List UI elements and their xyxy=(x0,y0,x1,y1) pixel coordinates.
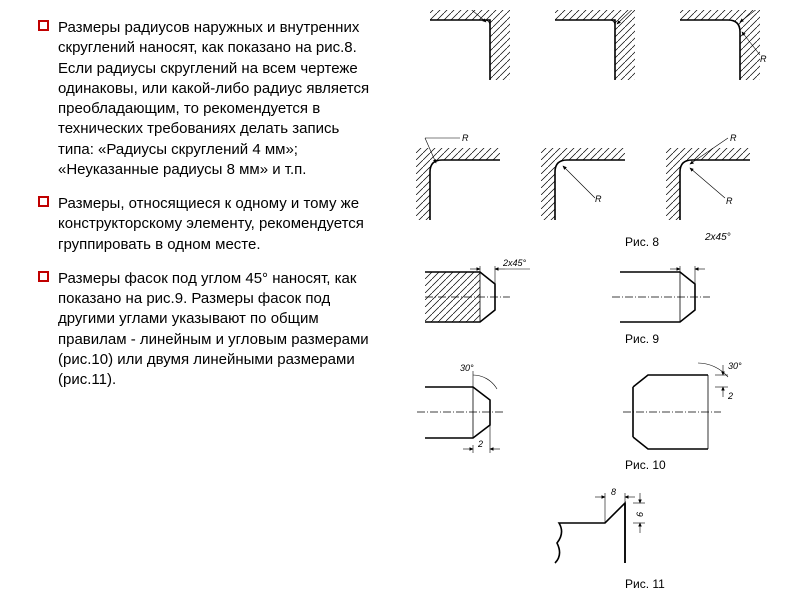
fig11-svg: 8 6 xyxy=(525,475,725,585)
chamfer-label-r: 2х45° xyxy=(705,232,731,243)
R-label: R xyxy=(462,133,469,143)
fig8-svg: R R R R R xyxy=(395,10,785,260)
R-label: R xyxy=(760,54,767,64)
paragraph-3: Размеры фасок под углом 45° наносят, как… xyxy=(38,269,378,391)
chamfer-l: 2х45° xyxy=(502,258,527,268)
R-label: R xyxy=(730,133,737,143)
paragraph-1: Размеры радиусов наружных и внутренних с… xyxy=(38,18,378,180)
d2-l: 2 xyxy=(477,439,483,449)
fig11-label: Рис. 11 xyxy=(625,577,665,591)
bullet-icon xyxy=(38,20,49,31)
paragraph-2: Размеры, относящиеся к одному и тому же … xyxy=(38,194,378,255)
bullet-icon xyxy=(38,196,49,207)
ang30-r: 30° xyxy=(728,361,742,371)
fig9-svg: 2х45° xyxy=(395,252,785,342)
ang30-l: 30° xyxy=(460,363,474,373)
R-label: R xyxy=(595,194,602,204)
fig8-label: Рис. 8 xyxy=(625,235,659,249)
diagram-column: R R R R R xyxy=(395,10,785,590)
paragraph-3-text: Размеры фасок под углом 45° наносят, как… xyxy=(58,270,369,388)
bullet-icon xyxy=(38,271,49,282)
text-column: Размеры радиусов наружных и внутренних с… xyxy=(38,18,378,404)
paragraph-2-text: Размеры, относящиеся к одному и тому же … xyxy=(58,195,364,253)
fig10-label: Рис. 10 xyxy=(625,458,666,472)
d6: 6 xyxy=(635,512,645,517)
R-label: R xyxy=(726,196,733,206)
paragraph-1-text: Размеры радиусов наружных и внутренних с… xyxy=(58,19,369,178)
d2-r: 2 xyxy=(727,391,733,401)
d8: 8 xyxy=(611,487,616,497)
fig10-svg: 30° 2 30° 2 xyxy=(395,355,785,465)
fig9-label: Рис. 9 xyxy=(625,332,659,346)
